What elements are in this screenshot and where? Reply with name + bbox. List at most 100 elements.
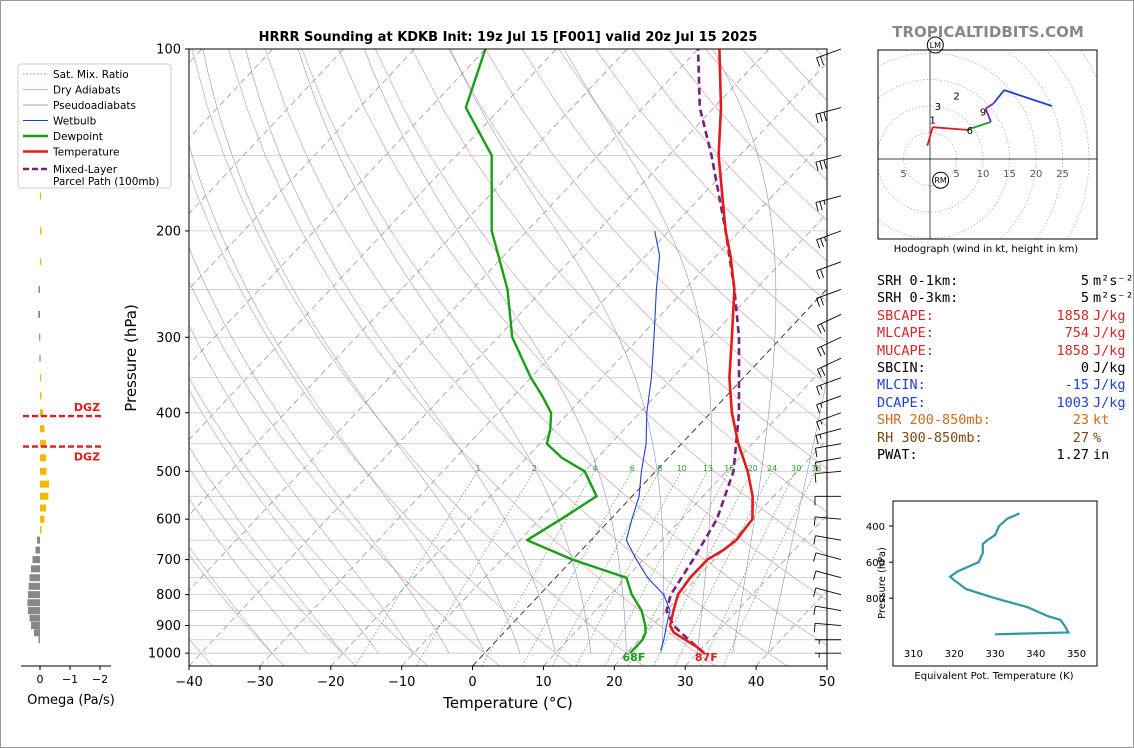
mixing-ratio-line: [522, 471, 633, 666]
y-tick-label: 100: [156, 43, 181, 58]
left-mover-label: LM: [930, 41, 941, 50]
legend-label: Temperature: [52, 147, 120, 159]
stat-row: SRH 0-3km: 5 m²s⁻²: [877, 290, 1134, 307]
stat-row: MLCAPE: 754 J/kg: [877, 325, 1134, 342]
wind-barb: [814, 470, 842, 483]
wind-barb: [816, 261, 842, 280]
stat-value: 754: [1064, 325, 1089, 342]
omega-bar: [32, 556, 40, 564]
hodograph-plot: 5 5 10 15 20 25 1 2 3 69 LM RM: [877, 36, 1098, 240]
x-tick-label: −20: [317, 675, 344, 690]
wind-barb: [815, 652, 841, 658]
pseudoadiabat: [189, 498, 308, 654]
pseudoadiabat: [202, 49, 521, 654]
omega-bar: [40, 227, 42, 235]
dry-adiabat: [375, 49, 827, 556]
y-axis-label: Pressure (hPa): [122, 304, 140, 412]
y-tick-label: 900: [156, 619, 181, 634]
pseudoadiabat: [712, 49, 777, 654]
theta-e-x-tick-label: 320: [945, 649, 964, 660]
legend-label: Dry Adiabats: [53, 85, 121, 97]
dry-adiabat: [338, 49, 827, 601]
y-tick-label: 600: [156, 513, 181, 528]
stat-label: SBCIN:: [877, 360, 926, 377]
omega-bar: [40, 526, 42, 534]
wind-barb: [814, 495, 841, 506]
omega-bar: [28, 591, 40, 599]
stat-label: MUCAPE:: [877, 342, 934, 359]
mixing-ratio-label: 13: [703, 464, 713, 473]
y-tick-label: 1000: [148, 647, 181, 662]
mixing-ratio-line: [722, 471, 816, 666]
stat-label: RH 300-850mb:: [877, 429, 983, 446]
hodograph-segment: [932, 126, 968, 131]
mixing-ratio-line: [604, 471, 708, 666]
omega-bar: [37, 536, 40, 544]
dewpoint-line: [464, 49, 647, 655]
stat-label: SHR 200-850mb:: [877, 412, 991, 429]
omega-bar: [34, 629, 40, 637]
theta-e-line: [948, 512, 1071, 636]
isotherm-line: [543, 363, 827, 666]
mixing-ratio-label: 4: [592, 464, 597, 473]
wind-barb: [814, 443, 842, 458]
hodograph-height-label: 6: [967, 126, 973, 137]
pseudoadiabat: [245, 49, 556, 654]
legend-box: [17, 63, 172, 189]
stat-unit: in: [1093, 447, 1110, 464]
hodograph-segment: [926, 126, 934, 146]
omega-bar: [35, 546, 40, 554]
isotherm-line: [684, 514, 827, 666]
stat-value: 1858: [1056, 342, 1089, 359]
theta-e-y-tick-label: 600: [866, 558, 885, 569]
stat-value: 1.27: [1056, 447, 1089, 464]
hodograph-ring-label: 5: [900, 169, 906, 180]
mixing-ratio-label: 8: [657, 464, 662, 473]
legend-label: Mixed-Layer: [53, 164, 118, 176]
y-tick-label: 300: [156, 331, 181, 346]
wind-barb: [813, 605, 842, 615]
theta-e-frame: [892, 500, 1098, 667]
dry-adiabat: [558, 49, 827, 344]
stat-row: MLCIN: -15 J/kg: [877, 377, 1134, 394]
omega-bar: [39, 333, 41, 341]
dry-adiabat: [189, 280, 500, 666]
pseudoadiabat: [189, 324, 414, 654]
theta-e-plot: 310 320 330 340 350 400 600 800: [866, 500, 1098, 667]
isotherm-line: [189, 49, 699, 592]
isotherm-line: [189, 49, 344, 215]
wind-barb: [816, 395, 842, 414]
hodograph-height-label: 1: [929, 115, 935, 126]
omega-bar: [40, 480, 49, 488]
mixing-ratio-label: 20: [748, 464, 758, 473]
stat-label: MLCAPE:: [877, 325, 934, 342]
hodograph-ring-label: 15: [1003, 169, 1016, 180]
omega-bar: [39, 354, 41, 362]
mixing-ratio-label: 30: [791, 464, 801, 473]
stat-row: DCAPE: 1003 J/kg: [877, 395, 1134, 412]
x-tick-label: 20: [606, 675, 623, 690]
omega-bar: [40, 467, 47, 475]
wind-barb: [815, 107, 842, 124]
stat-value: 5: [1080, 273, 1089, 289]
stat-unit: kt: [1093, 412, 1110, 429]
stat-label: SRH 0-1km:: [877, 273, 959, 289]
pseudoadiabat: [364, 49, 627, 654]
right-mover-marker: [932, 171, 950, 189]
stat-row: SBCAPE: 1858 J/kg: [877, 308, 1134, 325]
wind-barb: [815, 639, 841, 645]
isotherm-line: [259, 62, 827, 666]
legend-label: Dewpoint: [53, 131, 103, 143]
stat-row: PWAT: 1.27 in: [877, 447, 1134, 464]
plot-frame: [188, 48, 828, 667]
theta-e-y-label: Pressure (hPa): [877, 547, 888, 619]
mixing-ratio-line: [627, 471, 729, 666]
dry-adiabat: [448, 49, 827, 470]
surface-temperature-label: 87F: [695, 651, 718, 664]
dry-adiabat: [189, 467, 357, 666]
dry-adiabat: [485, 49, 827, 427]
stat-unit: J/kg: [1093, 360, 1126, 377]
right-mover-label: RM: [934, 176, 947, 185]
pseudoadiabat: [189, 144, 485, 654]
